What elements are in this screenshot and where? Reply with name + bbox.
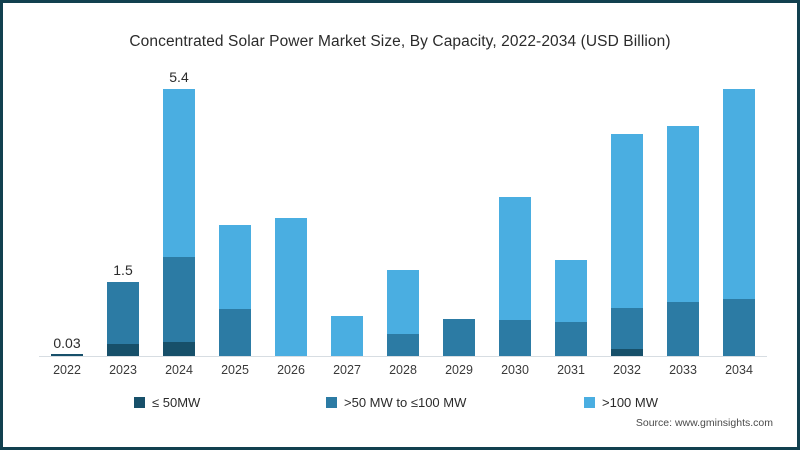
bar-stack: [723, 88, 755, 356]
bar-segment: [163, 342, 195, 356]
bar-group-2029[interactable]: [431, 69, 487, 356]
legend-label: >50 MW to ≤100 MW: [344, 395, 467, 410]
bars-layer: 0.03 1.5 5.4: [39, 69, 767, 356]
bar-group-2023[interactable]: 1.5: [95, 69, 151, 356]
bar-stack: [387, 269, 419, 356]
bar-segment: [611, 348, 643, 356]
bar-value-label: 0.03: [53, 334, 81, 351]
bar-segment: [443, 318, 475, 356]
bar-segment: [723, 299, 755, 356]
legend-label: >100 MW: [602, 395, 658, 410]
chart-title: Concentrated Solar Power Market Size, By…: [129, 33, 671, 50]
bar-segment: [499, 196, 531, 320]
bar-group-2026[interactable]: [263, 69, 319, 356]
bar-segment: [219, 309, 251, 356]
x-axis-tick-2034: 2034: [725, 363, 753, 377]
bar-segment: [163, 88, 195, 258]
bar-stack: [611, 134, 643, 356]
x-axis-labels: 2022 2023 2024 2025 2026 2027 2028 2029 2030 2031…: [39, 363, 767, 385]
bar-segment: [219, 224, 251, 309]
bar-stack: [443, 318, 475, 356]
bar-value-label: 1.5: [113, 261, 133, 278]
bar-stack: [107, 281, 139, 356]
legend-label: ≤ 50MW: [152, 395, 201, 410]
bar-segment: [107, 343, 139, 356]
bar-segment: [107, 281, 139, 344]
bar-segment: [387, 269, 419, 334]
x-axis-tick-2032: 2032: [613, 363, 641, 377]
bar-stack: [219, 224, 251, 356]
bar-group-2025[interactable]: [207, 69, 263, 356]
x-axis-tick-2027: 2027: [333, 363, 361, 377]
x-axis-tick-2033: 2033: [669, 363, 697, 377]
legend-swatch-icon: [134, 397, 145, 408]
bar-segment: [611, 134, 643, 308]
bar-group-2031[interactable]: [543, 69, 599, 356]
plot-area: 0.03 1.5 5.4: [39, 69, 767, 357]
bar-group-2024[interactable]: 5.4: [151, 69, 207, 356]
bar-segment: [331, 315, 363, 356]
x-axis-tick-2031: 2031: [557, 363, 585, 377]
x-axis-tick-2026: 2026: [277, 363, 305, 377]
bar-group-2028[interactable]: [375, 69, 431, 356]
legend-item-1[interactable]: ≤ 50MW: [134, 395, 200, 410]
bar-stack: [275, 218, 307, 356]
bar-segment: [555, 321, 587, 356]
bar-segment: [275, 218, 307, 356]
x-axis-tick-2025: 2025: [221, 363, 249, 377]
legend-swatch-icon: [584, 397, 595, 408]
bar-stack: [51, 354, 83, 356]
x-axis-tick-2030: 2030: [501, 363, 529, 377]
legend-swatch-icon: [326, 397, 337, 408]
x-axis-line: [39, 356, 767, 357]
bar-segment: [667, 125, 699, 302]
bar-segment: [611, 307, 643, 349]
bar-segment: [499, 319, 531, 356]
legend-item-2[interactable]: >50 MW to ≤100 MW: [326, 395, 466, 410]
x-axis-tick-2024: 2024: [165, 363, 193, 377]
bar-value-label: 5.4: [169, 68, 189, 85]
x-axis-tick-2023: 2023: [109, 363, 137, 377]
bar-segment: [163, 257, 195, 343]
bar-stack: [331, 315, 363, 356]
bar-group-2034[interactable]: [711, 69, 767, 356]
bar-group-2027[interactable]: [319, 69, 375, 356]
x-axis-tick-2028: 2028: [389, 363, 417, 377]
bar-stack: [555, 260, 587, 356]
bar-stack: [667, 125, 699, 356]
legend-item-3[interactable]: >100 MW: [584, 395, 658, 410]
bar-segment: [51, 354, 83, 356]
chart-legend: ≤ 50MW >50 MW to ≤100 MW >100 MW: [39, 395, 767, 417]
bar-segment: [555, 260, 587, 322]
source-note: Source: www.gminsights.com: [635, 417, 773, 429]
bar-stack: [499, 196, 531, 356]
x-axis-tick-2029: 2029: [445, 363, 473, 377]
bar-stack: [163, 88, 195, 356]
bar-segment: [387, 333, 419, 356]
bar-segment: [723, 88, 755, 300]
bar-group-2032[interactable]: [599, 69, 655, 356]
bar-group-2022[interactable]: 0.03: [39, 69, 95, 356]
bar-segment: [667, 301, 699, 356]
x-axis-tick-2022: 2022: [53, 363, 81, 377]
bar-group-2033[interactable]: [655, 69, 711, 356]
bar-group-2030[interactable]: [487, 69, 543, 356]
